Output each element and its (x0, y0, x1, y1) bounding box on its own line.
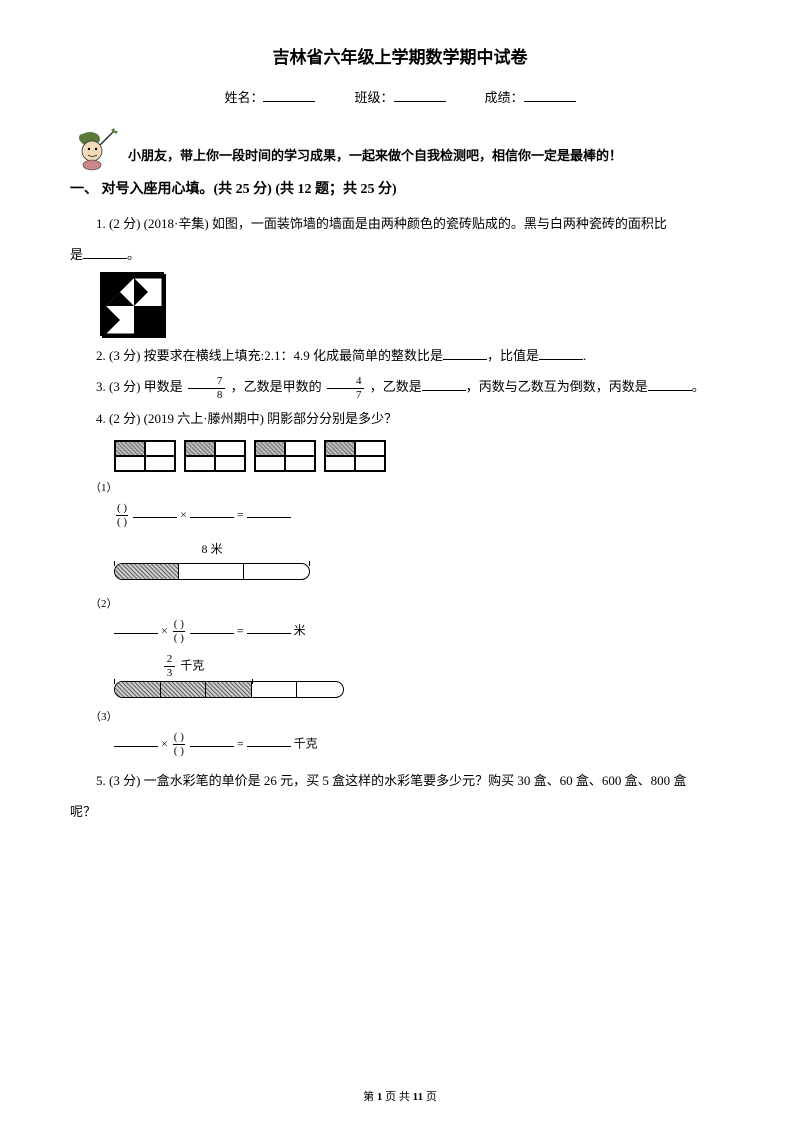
q5-text-a: 5. (3 分) 一盒水彩笔的单价是 26 元，买 5 盒这样的水彩笔要多少元？… (96, 773, 686, 788)
q2-blank-2[interactable] (539, 348, 583, 360)
eq2-blank-1[interactable] (114, 622, 158, 634)
q5: 5. (3 分) 一盒水彩笔的单价是 26 元，买 5 盒这样的水彩笔要多少元？… (70, 767, 730, 794)
q3-text-d: ，丙数与乙数互为倒数，丙数是 (466, 379, 648, 394)
fraction-7-8: 78 (188, 376, 226, 401)
eq2-blank-3[interactable] (247, 622, 291, 634)
sub-label-2: （2） (90, 594, 118, 615)
q2-text-a: 2. (3 分) 按要求在横线上填充:2.1：4.9 化成最简单的整数比是 (96, 348, 443, 363)
eq2-times: × (161, 623, 168, 637)
mascot-icon (70, 125, 122, 171)
name-label: 姓名： (224, 90, 263, 105)
eq3-eq: = (237, 736, 244, 750)
q3-text-a: 3. (3 分) 甲数是 (96, 379, 186, 394)
paren-frac-2: ( )( ) (173, 619, 185, 644)
q4-3-equation: × ( )( ) = 千克 (114, 732, 730, 757)
eq2-unit: 米 (294, 623, 306, 637)
bar2-label: 8 米 (201, 542, 222, 556)
eq2-blank-2[interactable] (190, 622, 234, 634)
grid-3 (254, 440, 316, 472)
eq1-blank-1[interactable] (133, 506, 177, 518)
q2: 2. (3 分) 按要求在横线上填充:2.1：4.9 化成最简单的整数比是 ，比值… (70, 342, 730, 369)
q1-text-b: 是 (70, 247, 83, 262)
eq3-times: × (161, 736, 168, 750)
q1-cont: 是。 (70, 241, 730, 268)
name-blank[interactable] (263, 88, 315, 102)
bar-kg (114, 681, 344, 698)
q4-1-equation: ( )( ) × = (114, 503, 730, 528)
q1-text-a: 1. (2 分) (2018·辛集) 如图，一面装饰墙的墙面是由两种颜色的瓷砖贴… (96, 216, 667, 231)
info-line: 姓名： 班级： 成绩： (70, 86, 730, 111)
eq2-eq: = (237, 623, 244, 637)
eq3-unit: 千克 (294, 736, 318, 750)
q3-text-c: ，乙数是 (366, 379, 421, 394)
mascot-row: 小朋友，带上你一段时间的学习成果，一起来做个自我检测吧，相信你一定是最棒的！ (70, 125, 730, 171)
bar-8m (114, 563, 310, 580)
eq1-times: × (180, 507, 187, 521)
footer-total: 11 (413, 1091, 423, 1103)
paren-frac-1: ( )( ) (116, 503, 128, 528)
section-heading-1: 一、 对号入座用心填。(共 25 分) (共 12 题；共 25 分) (70, 177, 730, 204)
grid-1 (114, 440, 176, 472)
eq1-eq: = (237, 507, 244, 521)
footer-b: 页 共 (382, 1091, 412, 1103)
q5-cont: 呢？ (70, 798, 730, 825)
q1: 1. (2 分) (2018·辛集) 如图，一面装饰墙的墙面是由两种颜色的瓷砖贴… (70, 210, 730, 237)
footer-c: 页 (423, 1091, 437, 1103)
eq1-blank-2[interactable] (190, 506, 234, 518)
sub-label-1: （1） (90, 478, 118, 499)
q2-text-c: . (583, 348, 586, 363)
q4: 4. (2 分) (2019 六上·滕州期中) 阴影部分分别是多少？ (70, 405, 730, 432)
page-footer: 第 1 页 共 11 页 (0, 1087, 800, 1108)
grid-2 (184, 440, 246, 472)
sub-label-3: （3） (90, 707, 118, 728)
q3-text-b: ，乙数是甲数的 (227, 379, 325, 394)
eq1-blank-3[interactable] (247, 506, 291, 518)
bar3-frac: 23 (164, 654, 176, 679)
footer-a: 第 (363, 1091, 377, 1103)
paren-frac-3: ( )( ) (173, 732, 185, 757)
q1-text-c: 。 (127, 247, 140, 262)
class-blank[interactable] (394, 88, 446, 102)
fraction-4-7: 47 (327, 376, 365, 401)
q2-text-b: ，比值是 (487, 348, 539, 363)
tile-figure (100, 272, 164, 336)
grid-4 (324, 440, 386, 472)
bar3-unit-label: 千克 (180, 658, 204, 672)
class-label: 班级： (354, 90, 393, 105)
q3-text-e: 。 (692, 379, 705, 394)
eq3-blank-2[interactable] (190, 735, 234, 747)
q3: 3. (3 分) 甲数是 78 ，乙数是甲数的 47 ，乙数是 ，丙数与乙数互为倒… (70, 373, 730, 401)
q5-text-b: 呢？ (70, 804, 96, 819)
q4-2-equation: × ( )( ) = 米 (114, 619, 730, 644)
eq3-blank-3[interactable] (247, 735, 291, 747)
encourage-text: 小朋友，带上你一段时间的学习成果，一起来做个自我检测吧，相信你一定是最棒的！ (128, 144, 622, 171)
q3-blank-2[interactable] (648, 379, 692, 391)
page-title: 吉林省六年级上学期数学期中试卷 (70, 42, 730, 74)
score-label: 成绩： (485, 90, 524, 105)
q3-blank-1[interactable] (422, 379, 466, 391)
score-blank[interactable] (524, 88, 576, 102)
q2-blank-1[interactable] (443, 348, 487, 360)
eq3-blank-1[interactable] (114, 735, 158, 747)
q1-blank[interactable] (83, 247, 127, 259)
